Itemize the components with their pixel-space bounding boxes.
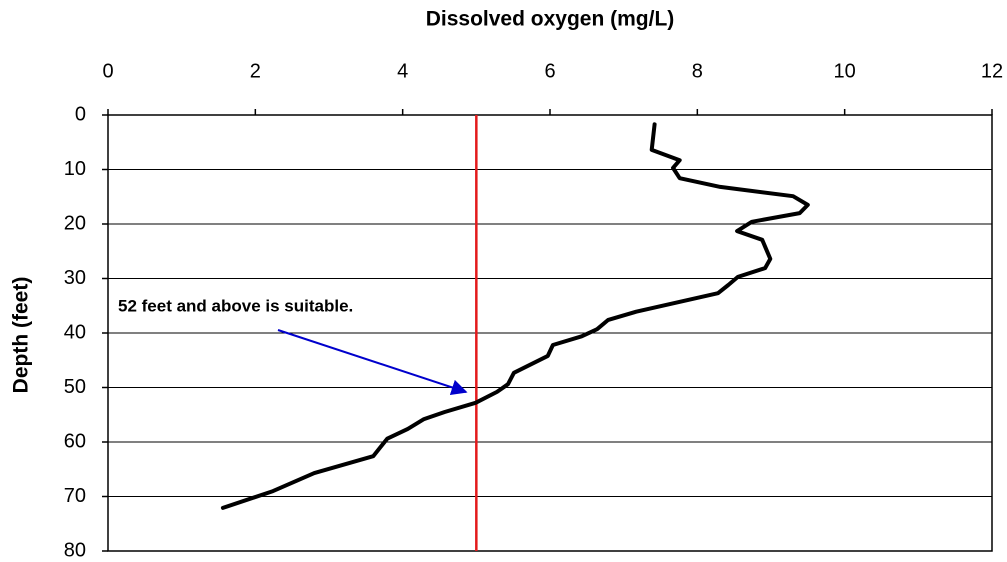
- x-tick-label: 10: [834, 60, 856, 82]
- y-tick-label: 80: [64, 539, 86, 561]
- chart-title: Dissolved oxygen (mg/L): [426, 8, 675, 31]
- x-tick-label: 8: [692, 60, 703, 82]
- y-tick-label: 40: [64, 321, 86, 343]
- y-tick-label: 0: [75, 103, 86, 125]
- y-tick-label: 60: [64, 430, 86, 452]
- x-tick-label: 12: [981, 60, 1003, 82]
- plot-frame: [107, 114, 993, 552]
- data-line: [220, 122, 810, 510]
- y-tick-label: 70: [64, 485, 86, 507]
- x-tick-label: 2: [250, 60, 261, 82]
- annotation: 52 feet and above is suitable.: [118, 296, 353, 315]
- y-tick-label: 50: [64, 376, 86, 398]
- x-tick-label: 4: [397, 60, 408, 82]
- y-tick-label: 30: [64, 267, 86, 289]
- annotation-arrow: [277, 329, 468, 396]
- x-tick-label: 6: [544, 60, 555, 82]
- x-tick-label: 0: [102, 60, 113, 82]
- y-tick-label: 20: [64, 212, 86, 234]
- y-axis-label: Depth (feet): [10, 277, 33, 394]
- y-tick-label: 10: [64, 158, 86, 180]
